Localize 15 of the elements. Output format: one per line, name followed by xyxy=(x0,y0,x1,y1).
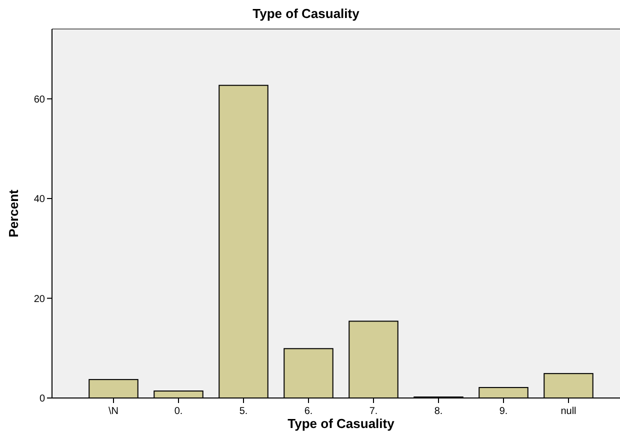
y-tick-label: 20 xyxy=(34,294,46,305)
x-tick-label: \N xyxy=(108,406,118,417)
y-tick-label: 0 xyxy=(39,394,46,404)
x-tick-label: 7. xyxy=(369,406,378,417)
x-tick-label: 6. xyxy=(304,406,313,417)
x-tick-label: 5. xyxy=(239,406,248,417)
chart-title: Type of Casuality xyxy=(252,6,360,21)
x-axis-title: Type of Casuality xyxy=(288,416,396,431)
y-axis-title: Percent xyxy=(6,188,21,238)
x-tick-label: 9. xyxy=(499,406,508,417)
x-tick-label: 8. xyxy=(434,406,443,417)
x-tick-label: null xyxy=(560,406,576,417)
y-tick-label: 40 xyxy=(34,194,46,206)
x-tick-label: 0. xyxy=(174,406,183,417)
y-tick-label: 60 xyxy=(34,94,46,106)
